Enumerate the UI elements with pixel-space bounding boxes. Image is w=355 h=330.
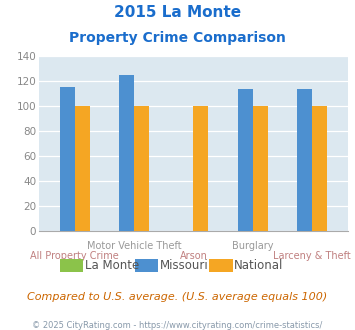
Text: National: National xyxy=(234,259,284,272)
Bar xyxy=(238,88,253,231)
Bar xyxy=(75,106,89,231)
Text: All Property Crime: All Property Crime xyxy=(30,251,119,261)
Text: Burglary: Burglary xyxy=(232,241,274,251)
Bar xyxy=(253,106,268,231)
Text: Arson: Arson xyxy=(180,251,207,261)
Bar xyxy=(193,106,208,231)
Bar xyxy=(60,87,75,231)
Bar xyxy=(297,88,312,231)
Bar xyxy=(134,106,149,231)
Text: Compared to U.S. average. (U.S. average equals 100): Compared to U.S. average. (U.S. average … xyxy=(27,292,328,302)
Bar xyxy=(119,75,134,231)
Text: Property Crime Comparison: Property Crime Comparison xyxy=(69,31,286,45)
Bar xyxy=(312,106,327,231)
Text: 2015 La Monte: 2015 La Monte xyxy=(114,5,241,20)
Text: Missouri: Missouri xyxy=(160,259,208,272)
Text: La Monte: La Monte xyxy=(85,259,140,272)
Text: Motor Vehicle Theft: Motor Vehicle Theft xyxy=(87,241,181,251)
Text: © 2025 CityRating.com - https://www.cityrating.com/crime-statistics/: © 2025 CityRating.com - https://www.city… xyxy=(32,321,323,330)
Text: Larceny & Theft: Larceny & Theft xyxy=(273,251,351,261)
